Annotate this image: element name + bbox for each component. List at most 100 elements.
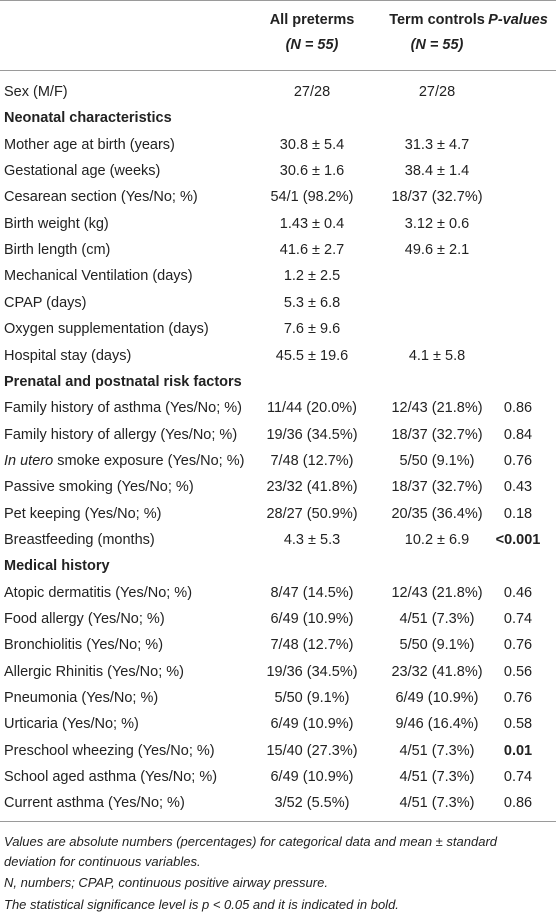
table-cell: 27/28: [293, 84, 331, 100]
table-cell: 54/1 (98.2%): [270, 189, 354, 206]
table-cell: 1.43 ± 0.4: [279, 215, 345, 232]
row-label: Cesarean section (Yes/No; %): [4, 189, 198, 205]
column-title: Term controls: [389, 12, 485, 28]
table-cell: 6/49 (10.9%): [395, 690, 479, 707]
table-cell: 12/43 (21.8%): [391, 584, 483, 601]
table-cell: 0.76: [503, 637, 533, 654]
top-rule: [0, 0, 556, 1]
table-cell: 0.76: [503, 452, 533, 469]
row-label-text: Current asthma (Yes/No; %): [4, 795, 185, 812]
table-cell: 0.84: [503, 426, 533, 443]
table-cell: 0.58: [503, 716, 533, 733]
table-cell: 6/49 (10.9%): [270, 769, 354, 786]
table-cell: 4/51 (7.3%): [399, 611, 475, 627]
table-cell: 18/37 (32.7%): [391, 479, 483, 496]
row-label: Food allergy (Yes/No; %): [4, 611, 165, 627]
table-cell: 4/51 (7.3%): [399, 742, 475, 759]
table-cell: 49.6 ± 2.1: [404, 242, 470, 259]
row-label: Gestational age (weeks): [4, 163, 160, 179]
table-cell: 9/46 (16.4%): [395, 716, 479, 733]
column-subtitle: (N = 55): [285, 37, 339, 53]
row-label: Mother age at birth (years): [4, 137, 175, 153]
row-label-text: Family history of asthma (Yes/No; %): [4, 400, 242, 417]
row-label: Urticaria (Yes/No; %): [4, 716, 139, 732]
row-label-text: Urticaria (Yes/No; %): [4, 716, 139, 733]
table-cell: 5/50 (9.1%): [399, 637, 475, 654]
table-cell: <0.001: [495, 531, 541, 548]
table-cell: 23/32 (41.8%): [266, 479, 358, 496]
row-label-text: Food allergy (Yes/No; %): [4, 611, 165, 627]
row-label-text: Family history of allergy (Yes/No; %): [4, 426, 238, 443]
footnote: The statistical significance level is p …: [4, 897, 399, 912]
row-label: Mechanical Ventilation (days): [4, 268, 193, 284]
table-cell: 7/48 (12.7%): [270, 452, 354, 469]
row-label-text: Gestational age (weeks): [4, 163, 161, 180]
section-heading: Prenatal and postnatal risk factors: [4, 373, 242, 390]
table-cell: 7/48 (12.7%): [270, 637, 354, 654]
footnote: Values are absolute numbers (percentages…: [4, 834, 497, 869]
table-cell: 0.18: [503, 505, 533, 522]
row-label: Preschool wheezing (Yes/No; %): [4, 743, 215, 759]
row-label: Hospital stay (days): [4, 348, 131, 364]
row-label: Allergic Rhinitis (Yes/No; %): [4, 664, 184, 680]
table-cell: 4/51 (7.3%): [399, 795, 475, 812]
row-label: Breastfeeding (months): [4, 532, 155, 548]
table-cell: 8/47 (14.5%): [270, 584, 354, 601]
header-rule: [0, 70, 556, 71]
table-cell: 45.5 ± 19.6: [275, 347, 349, 364]
table-cell: 0.74: [503, 611, 533, 627]
row-label-text: Passive smoking (Yes/No; %): [4, 479, 194, 496]
row-label-text: Pet keeping (Yes/No; %): [4, 505, 162, 522]
table-cell: 10.2 ± 6.9: [404, 531, 470, 548]
row-label: Birth length (cm): [4, 242, 110, 258]
row-label-text: Bronchiolitis (Yes/No; %): [4, 637, 164, 654]
table-cell: 18/37 (32.7%): [391, 426, 483, 443]
table-cell: 0.76: [503, 690, 533, 707]
table-cell: 12/43 (21.8%): [391, 400, 483, 417]
table-cell: 41.6 ± 2.7: [279, 242, 345, 259]
row-label-text: Allergic Rhinitis (Yes/No; %): [4, 663, 184, 680]
row-label: Birth weight (kg): [4, 216, 109, 232]
table-cell: 11/44 (20.0%): [266, 400, 357, 417]
row-label: CPAP (days): [4, 295, 86, 311]
row-label: Family history of asthma (Yes/No; %): [4, 400, 242, 416]
table-cell: 0.01: [503, 742, 533, 759]
table-cell: 1.2 ± 2.5: [283, 268, 341, 285]
row-label-text: Sex (M/F): [4, 84, 68, 100]
row-label-text: Birth length (cm): [4, 242, 111, 259]
row-label-text: Preschool wheezing (Yes/No; %): [4, 742, 215, 759]
row-label: School aged asthma (Yes/No; %): [4, 769, 217, 785]
table-cell: 31.3 ± 4.7: [404, 136, 470, 153]
row-label: Passive smoking (Yes/No; %): [4, 479, 194, 495]
table-cell: 0.86: [503, 795, 533, 812]
row-label-text: Cesarean section (Yes/No; %): [4, 189, 198, 206]
table-cell: 5/50 (9.1%): [274, 690, 350, 707]
table-cell: 4.3 ± 5.3: [283, 531, 341, 548]
row-label: Pet keeping (Yes/No; %): [4, 506, 161, 522]
column-title: P-values: [488, 12, 548, 28]
section-heading: Neonatal characteristics: [4, 110, 172, 127]
row-label-text: School aged asthma (Yes/No; %): [4, 769, 218, 786]
table-cell: 4/51 (7.3%): [399, 769, 475, 786]
row-label-text: Pneumonia (Yes/No; %): [4, 690, 159, 707]
row-label-text: smoke exposure (Yes/No; %): [57, 452, 245, 469]
row-label-text: Mother age at birth (years): [4, 136, 175, 153]
table-cell: 30.6 ± 1.6: [279, 163, 345, 180]
bottom-rule: [0, 821, 556, 822]
table-cell: 20/35 (36.4%): [391, 505, 483, 522]
table-cell: 15/40 (27.3%): [266, 742, 358, 759]
row-label-italic: In utero: [4, 452, 54, 469]
table-cell: 4.1 ± 5.8: [408, 347, 466, 364]
footnote: N, numbers; CPAP, continuous positive ai…: [4, 875, 328, 890]
table-cell: 28/27 (50.9%): [266, 505, 358, 522]
row-label-text: Atopic dermatitis (Yes/No; %): [4, 584, 193, 601]
row-label: In utero smoke exposure (Yes/No; %): [4, 453, 244, 469]
row-label: Current asthma (Yes/No; %): [4, 795, 185, 811]
row-label: Oxygen supplementation (days): [4, 321, 209, 337]
table-cell: 5.3 ± 6.8: [283, 294, 341, 311]
row-label-text: Oxygen supplementation (days): [4, 321, 209, 338]
column-subtitle: (N = 55): [410, 37, 464, 53]
table-cell: 0.46: [503, 584, 533, 601]
table-cell: 3.12 ± 0.6: [404, 215, 470, 232]
row-label-text: CPAP (days): [4, 294, 87, 311]
